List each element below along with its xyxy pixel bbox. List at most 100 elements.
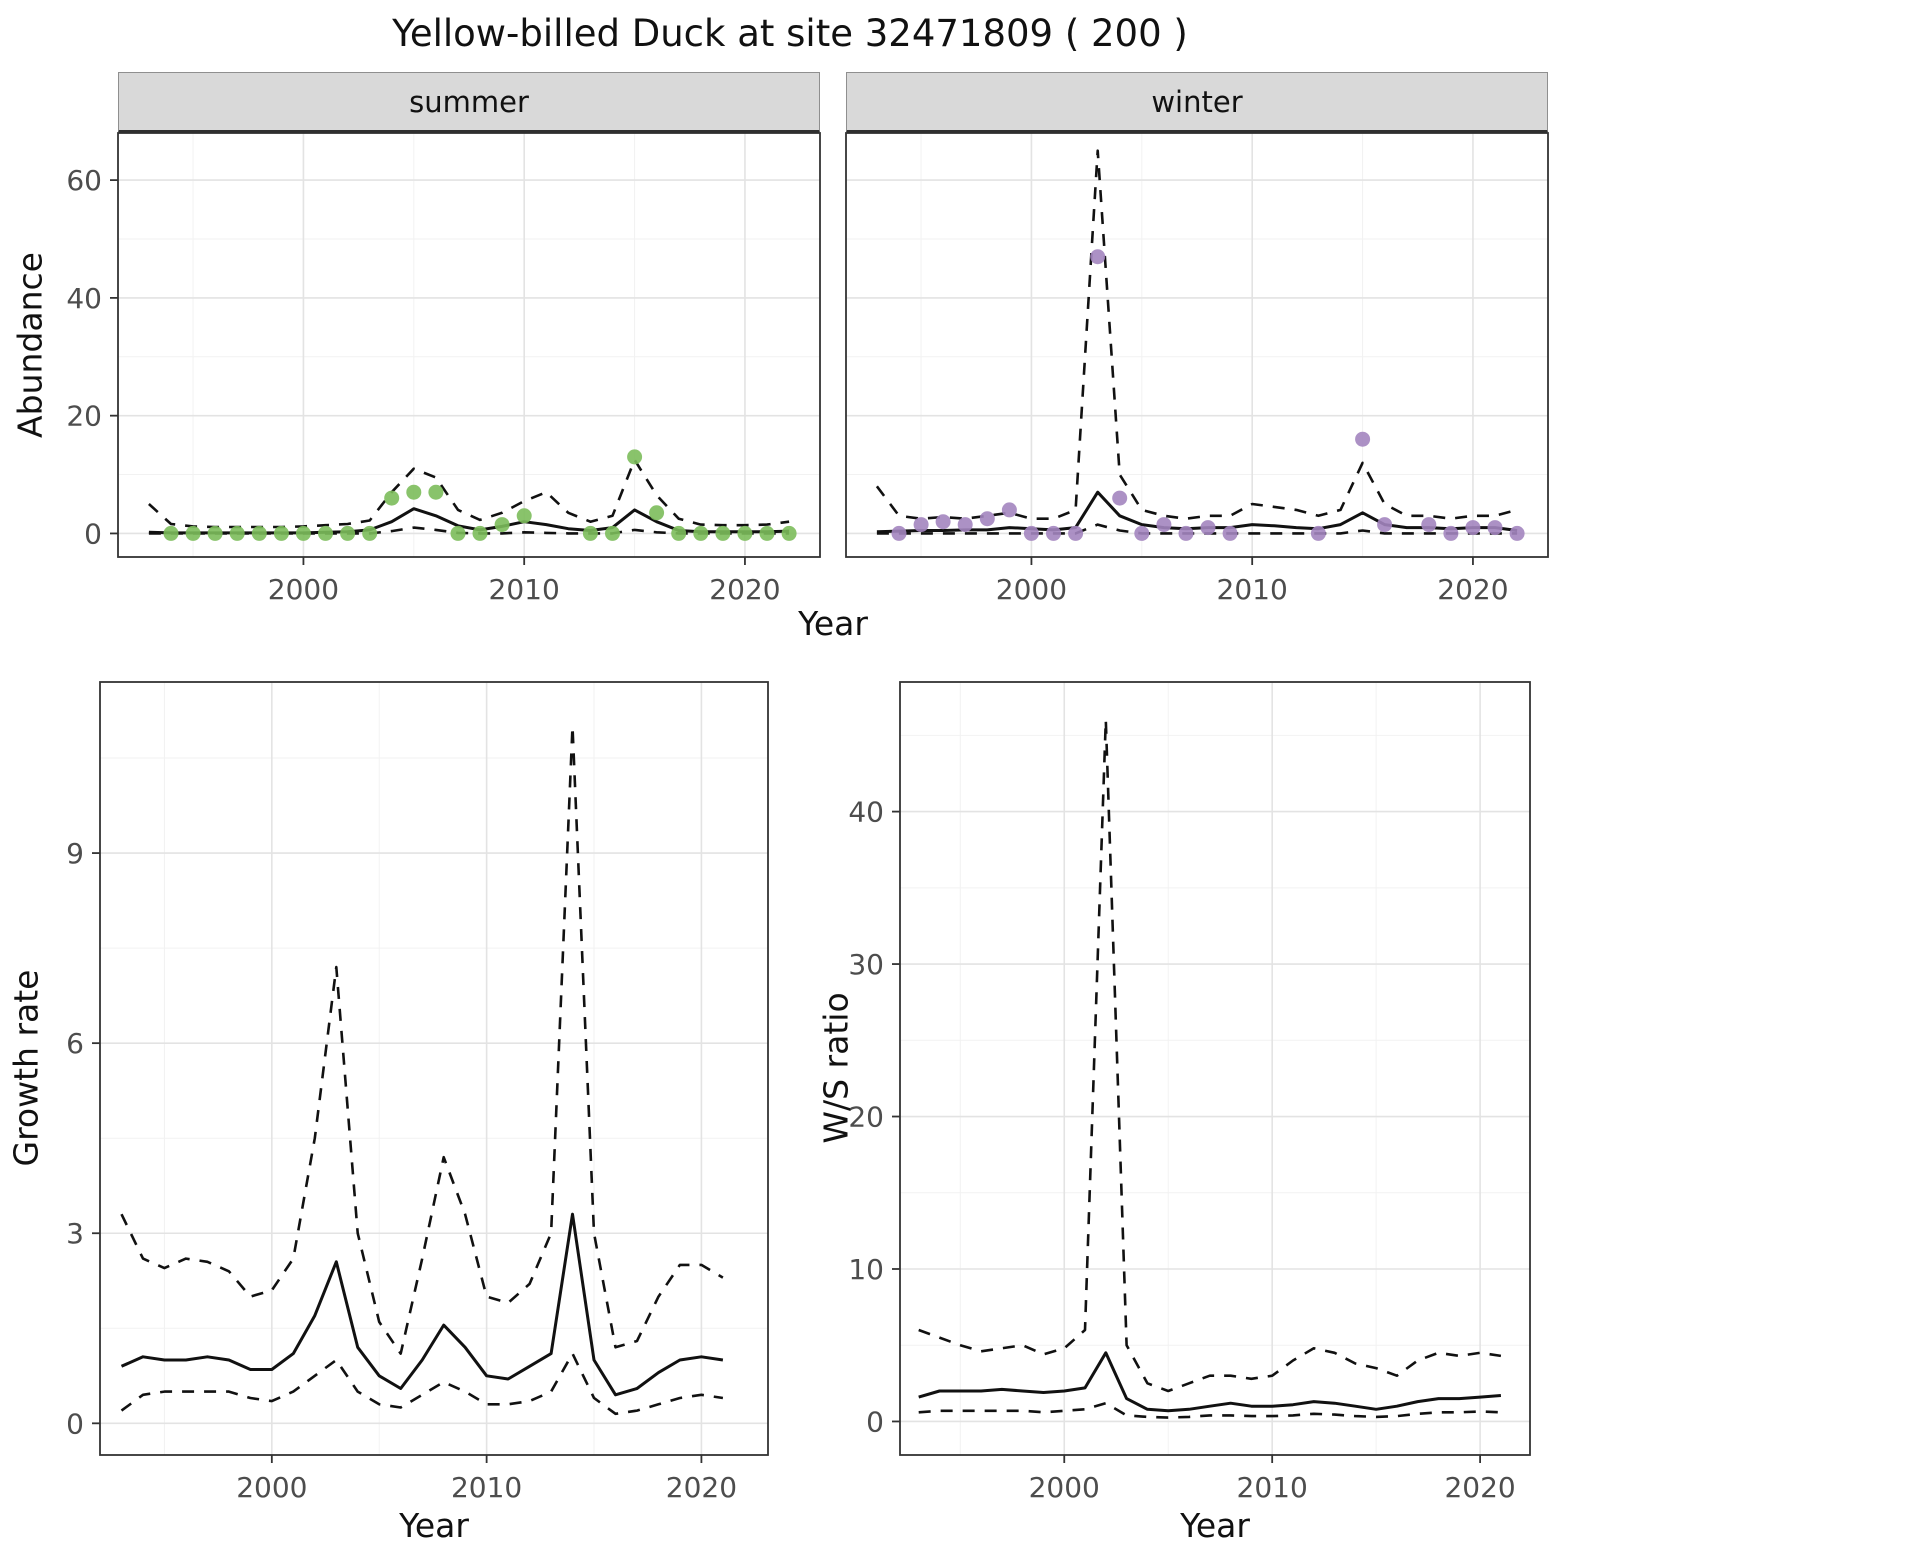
x-axis-label-bottom-left: Year [399,1506,469,1545]
growth-rate-median-line [120,1212,724,1397]
abundance-summer-point [671,525,687,541]
ws-ratio-border [899,681,1531,1456]
x-tick-label: 2010 [1237,1471,1308,1504]
abundance-winter-point [1487,520,1503,536]
abundance-winter-median-line [876,490,1518,534]
ws-ratio-lower-ci-line [918,1401,1501,1419]
abundance-winter-point [1134,525,1150,541]
x-tick-label: 2010 [451,1471,522,1504]
abundance-summer-point [605,525,620,541]
facet-strip-winter: winter [846,72,1548,133]
abundance-summer-point [362,525,378,541]
abundance-winter-point [891,525,907,541]
y-tick-label: 0 [66,1407,84,1440]
abundance-winter-border [845,132,1549,558]
ws-ratio-median-line [918,1351,1502,1413]
abundance-summer-point [384,490,400,506]
ws-ratio-upper-ci-line [918,718,1502,1393]
abundance-summer-point [273,525,289,541]
y-tick-label: 40 [848,796,884,829]
x-tick-label: 2010 [489,573,560,606]
abundance-summer-point [516,508,532,524]
growth-rate-border [99,681,769,1456]
abundance-summer-point [295,525,311,541]
abundance-winter-point [1222,525,1238,541]
abundance-summer-point [340,525,356,541]
x-tick-label: 2020 [709,573,780,606]
abundance-summer-point [318,525,333,541]
x-tick-label: 2020 [666,1471,737,1504]
abundance-summer-point [649,505,665,521]
x-axis-label-top: Year [798,604,868,643]
abundance-winter-point [913,517,929,533]
abundance-winter-point [1310,525,1326,541]
abundance-winter-point [1200,520,1216,536]
y-tick-label: 20 [848,1101,884,1134]
abundance-winter-point [1156,517,1172,533]
abundance-winter-point [1421,517,1437,533]
abundance-winter-point [1465,520,1481,536]
growth-rate-upper-ci-line [120,725,724,1355]
abundance-summer-point [627,449,643,465]
abundance-winter-point [1509,525,1525,541]
x-tick-label: 2000 [236,1471,307,1504]
abundance-summer-point [428,484,444,500]
x-tick-label: 2020 [1437,573,1508,606]
abundance-summer-point [163,525,179,541]
y-tick-label: 0 [866,1405,884,1438]
abundance-summer-point [406,484,422,500]
y-tick-label: 3 [66,1217,84,1250]
abundance-winter-lower-ci-line [876,523,1518,535]
x-tick-label: 2010 [1217,573,1288,606]
abundance-summer-point [781,525,797,541]
abundance-summer-point [251,525,267,541]
y-tick-label: 9 [66,837,84,870]
y-tick-label: 6 [66,1027,84,1060]
y-axis-label-growth-rate: Growth rate [6,969,46,1167]
x-axis-label-bottom-right: Year [1180,1506,1250,1545]
y-tick-label: 0 [84,517,102,550]
abundance-winter-point [1068,525,1084,541]
abundance-summer-point [693,525,709,541]
ws-ratio-panel [900,682,1530,1455]
abundance-winter-point [1023,525,1039,541]
abundance-summer-point [450,525,466,541]
abundance-winter-point [1001,502,1017,518]
abundance-summer-point [472,525,488,541]
abundance-winter-point [1355,431,1371,447]
abundance-summer-point [229,525,245,541]
abundance-summer-point [759,525,775,541]
abundance-winter-point [979,511,995,527]
y-tick-label: 40 [66,282,102,315]
y-tick-label: 10 [848,1253,884,1286]
abundance-winter-point [935,514,951,530]
abundance-winter-point [1112,490,1128,506]
abundance-winter-point [957,517,973,533]
figure-title: Yellow-billed Duck at site 32471809 ( 20… [392,12,1188,55]
abundance-summer-point [494,517,510,533]
y-axis-label-abundance: Abundance [10,252,50,438]
abundance-summer-point [715,525,731,541]
abundance-summer-point [737,525,753,541]
abundance-summer-panel [118,133,820,557]
y-axis-label-ws-ratio: W/S ratio [816,992,856,1144]
abundance-summer-border [117,132,821,558]
x-tick-label: 2000 [996,573,1067,606]
abundance-winter-point [1178,525,1194,541]
y-tick-label: 30 [848,948,884,981]
x-tick-label: 2020 [1444,1471,1515,1504]
abundance-summer-point [207,525,223,541]
y-tick-label: 60 [66,164,102,197]
abundance-winter-point [1443,525,1459,541]
y-tick-label: 20 [66,400,102,433]
growth-rate-panel [100,682,768,1455]
abundance-winter-point [1090,249,1106,265]
abundance-winter-point [1377,517,1393,533]
abundance-winter-panel [846,133,1548,557]
abundance-summer-point [185,525,201,541]
x-tick-label: 2000 [1029,1471,1100,1504]
abundance-winter-point [1046,525,1061,541]
abundance-summer-point [582,525,598,541]
